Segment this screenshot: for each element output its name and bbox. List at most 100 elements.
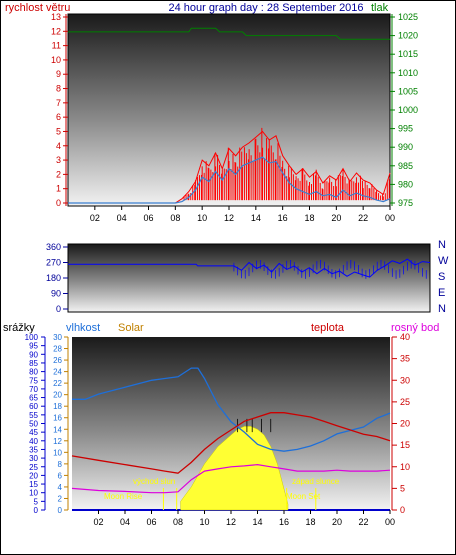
pressure-tick-label: 975 — [398, 198, 413, 208]
pressure-line — [68, 27, 390, 40]
chart-title: 24 hour graph day : 28 September 2016 — [168, 2, 363, 14]
wind-tick-label: 13 — [51, 12, 61, 22]
wind-x-tick-label: 14 — [251, 213, 261, 223]
humidity-tick-label: 12 — [53, 437, 62, 446]
wind-tick-label: 6 — [56, 112, 61, 122]
wind-tick-label: 7 — [56, 98, 61, 108]
wind-average-line — [68, 156, 391, 204]
pressure-tick-label: 1015 — [398, 49, 418, 59]
pressure-tick-label: 1005 — [398, 86, 418, 96]
precip-tick-label: 95 — [29, 342, 38, 351]
wind-tick-label: 9 — [56, 69, 61, 79]
pressure-tick-label: 1020 — [398, 31, 418, 41]
wind-x-tick-label: 06 — [143, 213, 153, 223]
precip-tick-label: 50 — [29, 420, 38, 429]
wind-gust-line — [68, 130, 391, 204]
pressure-tick-label: 1000 — [398, 105, 418, 115]
bottom-x-tick-label: 08 — [173, 517, 183, 527]
direction-tick-label: 90 — [51, 289, 61, 299]
humidity-tick-label: 8 — [58, 460, 63, 469]
precip-tick-label: 15 — [29, 480, 38, 489]
bottom-x-tick-label: 02 — [93, 517, 103, 527]
wind-x-tick-label: 12 — [224, 213, 234, 223]
bottom-x-tick-label: 14 — [252, 517, 262, 527]
temperature-tick-label: 35 — [400, 354, 410, 364]
bottom-x-tick-label: 04 — [120, 517, 130, 527]
precip-tick-label: 65 — [29, 394, 38, 403]
humidity-tick-label: 20 — [53, 391, 62, 400]
humidity-line — [72, 367, 391, 452]
bottom-x-tick-label: 22 — [358, 517, 368, 527]
precip-tick-label: 10 — [29, 489, 38, 498]
precip-tick-label: 35 — [29, 445, 38, 454]
dewpoint-label: rosný bod — [391, 322, 439, 334]
humidity-tick-label: 14 — [53, 425, 62, 434]
temperature-tick-label: 15 — [400, 440, 410, 450]
precip-tick-label: 70 — [29, 385, 38, 394]
wind-tick-label: 8 — [56, 84, 61, 94]
humidity-tick-label: 18 — [53, 402, 62, 411]
pressure-label: tlak — [371, 2, 389, 14]
precip-tick-label: 80 — [29, 368, 38, 377]
bottom-x-tick-label: 10 — [199, 517, 209, 527]
moonrise-label: Moon Rise — [104, 492, 143, 501]
temperature-label: teplota — [311, 322, 345, 334]
humidity-tick-label: 24 — [53, 368, 62, 377]
precip-tick-label: 25 — [29, 463, 38, 472]
compass-label: W — [438, 255, 449, 267]
precip-tick-label: 40 — [29, 437, 38, 446]
wind-x-tick-label: 20 — [331, 213, 341, 223]
precip-tick-label: 30 — [29, 454, 38, 463]
humidity-tick-label: 22 — [53, 379, 62, 388]
pressure-tick-label: 995 — [398, 124, 413, 134]
wind-speed-label: rychlost větru — [5, 2, 70, 14]
sunrise-label: východ slun — [133, 477, 175, 486]
wind-tick-label: 11 — [52, 41, 61, 51]
pressure-tick-label: 1025 — [398, 12, 418, 22]
direction-tick-label: 270 — [46, 258, 61, 268]
wind-x-tick-label: 22 — [358, 213, 368, 223]
compass-label: N — [438, 303, 446, 315]
pressure-tick-label: 990 — [398, 142, 413, 152]
bottom-x-tick-label: 12 — [226, 517, 236, 527]
precip-tick-label: 0 — [34, 506, 39, 515]
wind-tick-label: 2 — [56, 169, 61, 179]
humidity-label: vlhkost — [66, 322, 100, 334]
direction-panel-bg — [68, 244, 430, 312]
pressure-tick-label: 980 — [398, 179, 413, 189]
bottom-x-tick-label: 16 — [279, 517, 289, 527]
bottom-x-tick-label: 00 — [385, 517, 395, 527]
precip-label: srážky — [3, 322, 35, 334]
compass-label: S — [438, 271, 445, 283]
precip-tick-label: 85 — [29, 359, 38, 368]
precip-tick-label: 20 — [29, 471, 38, 480]
bottom-x-tick-label: 20 — [332, 517, 342, 527]
compass-label: N — [438, 239, 446, 251]
pressure-tick-label: 1010 — [398, 68, 418, 78]
humidity-tick-label: 26 — [53, 356, 62, 365]
wind-x-tick-label: 02 — [90, 213, 100, 223]
sunset-label: západ slunce — [292, 477, 340, 486]
humidity-tick-label: 28 — [53, 345, 62, 354]
precip-tick-label: 5 — [34, 497, 39, 506]
wind-x-tick-label: 08 — [170, 213, 180, 223]
wind-tick-label: 10 — [51, 55, 61, 65]
wind-x-tick-label: 16 — [278, 213, 288, 223]
temperature-tick-label: 30 — [400, 375, 410, 385]
humidity-tick-label: 0 — [58, 506, 63, 515]
wind-x-tick-label: 18 — [304, 213, 314, 223]
temperature-tick-label: 10 — [400, 462, 410, 472]
bottom-x-tick-label: 06 — [146, 517, 156, 527]
direction-tick-label: 360 — [46, 242, 61, 252]
wind-tick-label: 1 — [56, 184, 61, 194]
pressure-tick-label: 985 — [398, 161, 413, 171]
wind-x-tick-label: 04 — [117, 213, 127, 223]
precip-tick-label: 45 — [29, 428, 38, 437]
wind-tick-label: 4 — [56, 141, 61, 151]
bottom-x-tick-label: 18 — [305, 517, 315, 527]
moonset-label: Moon Set — [286, 492, 321, 501]
dewpoint-line — [71, 463, 391, 494]
wind-direction-line — [68, 258, 431, 278]
humidity-tick-label: 6 — [58, 471, 63, 480]
